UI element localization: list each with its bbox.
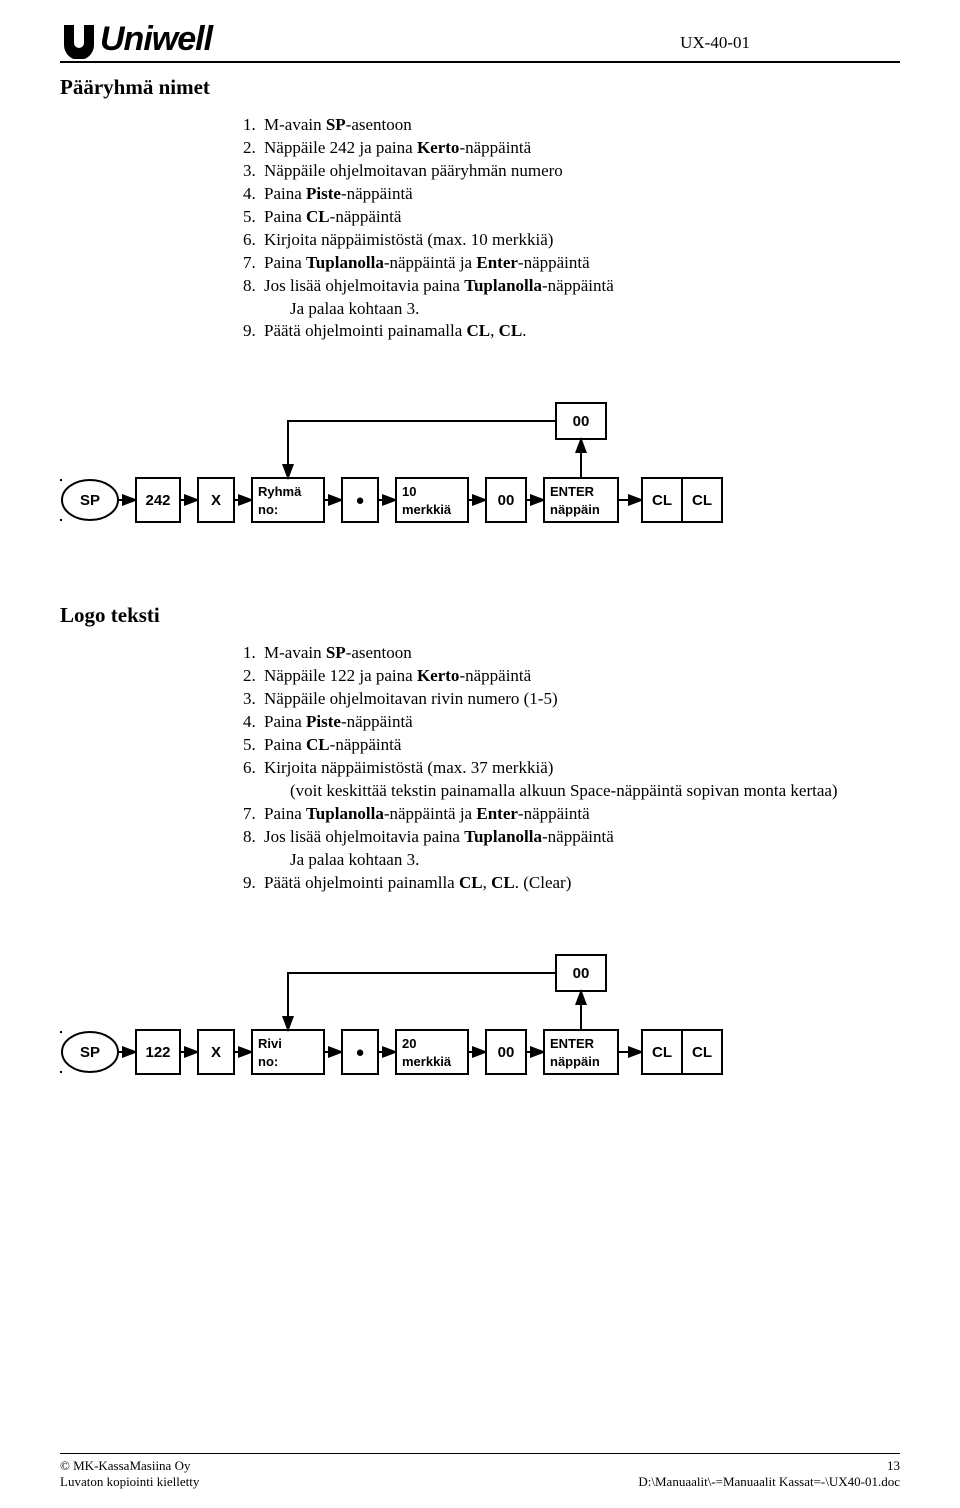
svg-text:ENTER: ENTER [550,484,595,499]
svg-text:00: 00 [498,492,515,509]
page-header: Uniwell UX-40-01 [60,20,900,63]
svg-text:Rivi: Rivi [258,1036,282,1051]
step-item: Näppäile 242 ja paina Kerto-näppäintä [260,137,900,160]
svg-text:●: ● [355,492,364,509]
svg-text:CL: CL [692,1044,712,1061]
footer-page-number: 13 [638,1458,900,1474]
step-item: Kirjoita näppäimistöstä (max. 37 merkkiä… [260,757,900,803]
svg-text:X: X [211,492,221,509]
svg-text:SP: SP [80,492,100,509]
step-item: M-avain SP-asentoon [260,642,900,665]
section2-title: Logo teksti [60,603,900,628]
brand-name: Uniwell [100,20,212,59]
svg-text:●: ● [355,1044,364,1061]
step-item: Näppäile 122 ja paina Kerto-näppäintä [260,665,900,688]
svg-text:10: 10 [402,484,416,499]
step-item-extra: (voit keskittää tekstin painamalla alkuu… [290,780,900,803]
svg-text:00: 00 [573,413,590,430]
section2-diagram: SP 122 X Rivi no: ● 20 merkkiä 00 ENTER näppäin CL C… [60,935,900,1105]
footer-left: © MK-KassaMasiina Oy Luvaton kopiointi k… [60,1458,199,1490]
svg-text:no:: no: [258,502,278,517]
svg-text:näppäin: näppäin [550,502,600,517]
step-item: Paina Piste-näppäintä [260,183,900,206]
footer-right: 13 D:\Manuaalit\-=Manuaalit Kassat=-\UX4… [638,1458,900,1490]
section1-steps: M-avain SP-asentoonNäppäile 242 ja paina… [260,114,900,343]
step-item: Näppäile ohjelmoitavan pääryhmän numero [260,160,900,183]
step-item: Paina Piste-näppäintä [260,711,900,734]
svg-text:00: 00 [573,965,590,982]
step-item: Paina Tuplanolla-näppäintä ja Enter-näpp… [260,803,900,826]
step-item: Paina Tuplanolla-näppäintä ja Enter-näpp… [260,252,900,275]
brand-logo: Uniwell [60,20,212,59]
section1-title: Pääryhmä nimet [60,75,900,100]
footer-copyright: © MK-KassaMasiina Oy [60,1458,199,1474]
page-footer: © MK-KassaMasiina Oy Luvaton kopiointi k… [60,1453,900,1490]
svg-text:no:: no: [258,1054,278,1069]
step-item: Näppäile ohjelmoitavan rivin numero (1-5… [260,688,900,711]
step-item-extra: Ja palaa kohtaan 3. [290,849,900,872]
svg-text:00: 00 [498,1044,515,1061]
step-item: Paina CL-näppäintä [260,734,900,757]
svg-text:242: 242 [145,492,170,509]
svg-text:X: X [211,1044,221,1061]
section2-steps: M-avain SP-asentoonNäppäile 122 ja paina… [260,642,900,894]
step-item: M-avain SP-asentoon [260,114,900,137]
svg-text:merkkiä: merkkiä [402,1054,452,1069]
step-item: Kirjoita näppäimistöstä (max. 10 merkkiä… [260,229,900,252]
svg-text:20: 20 [402,1036,416,1051]
step-item: Jos lisää ohjelmoitavia paina Tuplanolla… [260,275,900,321]
svg-text:SP: SP [80,1044,100,1061]
step-item: Paina CL-näppäintä [260,206,900,229]
footer-notice: Luvaton kopiointi kielletty [60,1474,199,1490]
svg-text:CL: CL [652,1044,672,1061]
footer-path: D:\Manuaalit\-=Manuaalit Kassat=-\UX40-0… [638,1474,900,1490]
step-item: Jos lisää ohjelmoitavia paina Tuplanolla… [260,826,900,872]
brand-logo-icon [60,21,94,59]
step-item-extra: Ja palaa kohtaan 3. [290,298,900,321]
step-item: Päätä ohjelmointi painamalla CL, CL. [260,320,900,343]
page: Uniwell UX-40-01 Pääryhmä nimet M-avain … [0,0,960,1508]
section1-diagram: SP 242 X Ryhmä no: ● 10 merkkiä 00 ENTER näppäin CL… [60,383,900,553]
svg-text:CL: CL [692,492,712,509]
svg-text:122: 122 [145,1044,170,1061]
svg-text:merkkiä: merkkiä [402,502,452,517]
svg-text:näppäin: näppäin [550,1054,600,1069]
step-item: Päätä ohjelmointi painamlla CL, CL. (Cle… [260,872,900,895]
svg-text:ENTER: ENTER [550,1036,595,1051]
doc-code: UX-40-01 [680,33,900,59]
svg-text:CL: CL [652,492,672,509]
svg-text:Ryhmä: Ryhmä [258,484,302,499]
